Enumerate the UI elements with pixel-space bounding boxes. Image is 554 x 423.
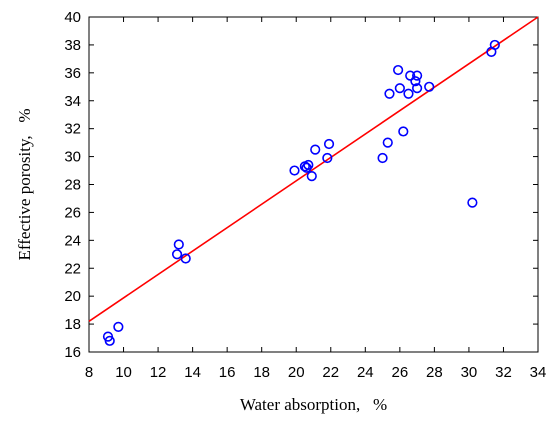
data-point	[173, 239, 184, 250]
x-tick-label: 26	[392, 364, 409, 381]
y-tick-label: 22	[64, 260, 81, 277]
y-tick-label: 18	[64, 316, 81, 333]
fit-line-group	[88, 16, 539, 322]
x-tick-label: 28	[426, 364, 443, 381]
y-tick-label: 36	[64, 65, 81, 82]
x-tick-label: 22	[322, 364, 339, 381]
y-tick-label: 26	[64, 204, 81, 221]
x-tick-label: 20	[288, 364, 305, 381]
y-tick-label: 34	[64, 93, 81, 110]
y-tick-label: 16	[64, 344, 81, 361]
x-tick-label: 12	[150, 364, 167, 381]
data-point	[405, 70, 416, 81]
data-point	[412, 70, 423, 81]
data-point	[310, 144, 321, 155]
y-tick-label: 32	[64, 121, 81, 138]
x-axis-title: Water absorption, %	[240, 395, 387, 414]
data-point	[289, 165, 300, 176]
data-point	[394, 83, 405, 94]
y-tick-label: 24	[64, 232, 81, 249]
x-tick-label: 18	[253, 364, 270, 381]
x-tick-label: 14	[184, 364, 201, 381]
data-point	[410, 76, 421, 87]
x-tick-label: 10	[115, 364, 132, 381]
data-point	[306, 171, 317, 182]
x-tick-labels: 8 10 12 14 16 18 20 22 24 26 28 30 32 34	[85, 364, 547, 381]
data-point	[104, 335, 115, 346]
data-point	[113, 321, 124, 332]
y-tick-label: 38	[64, 37, 81, 54]
data-point	[323, 138, 335, 150]
data-point	[377, 152, 388, 164]
data-point	[382, 137, 393, 148]
x-tick-label: 8	[85, 364, 93, 381]
x-tick-label: 34	[530, 364, 547, 381]
data-point	[171, 249, 183, 260]
data-point	[424, 81, 435, 92]
x-tick-label: 32	[495, 364, 512, 381]
data-point	[301, 162, 312, 173]
y-tick-labels: 16 18 20 22 24 26 28 30 32 34 36 38 40	[64, 9, 81, 361]
data-points	[102, 39, 500, 346]
data-point	[322, 152, 333, 164]
data-point	[398, 126, 409, 137]
y-tick-label: 40	[64, 9, 81, 26]
y-tick-label: 30	[64, 149, 81, 166]
data-point	[403, 88, 414, 99]
y-axis-title: Effective porosity, %	[15, 108, 34, 260]
data-point	[393, 64, 404, 76]
fit-line	[88, 16, 539, 322]
y-tick-label: 28	[64, 177, 81, 194]
x-tick-label: 16	[219, 364, 236, 381]
y-tick-label: 20	[64, 288, 81, 305]
x-tick-label: 30	[461, 364, 478, 381]
data-point	[467, 197, 478, 208]
data-point	[489, 39, 500, 51]
x-tick-label: 24	[357, 364, 374, 381]
data-point	[180, 253, 191, 264]
plot-frame	[88, 16, 539, 353]
data-point	[412, 83, 423, 94]
data-point	[384, 88, 395, 99]
axis-ticks	[88, 16, 539, 353]
